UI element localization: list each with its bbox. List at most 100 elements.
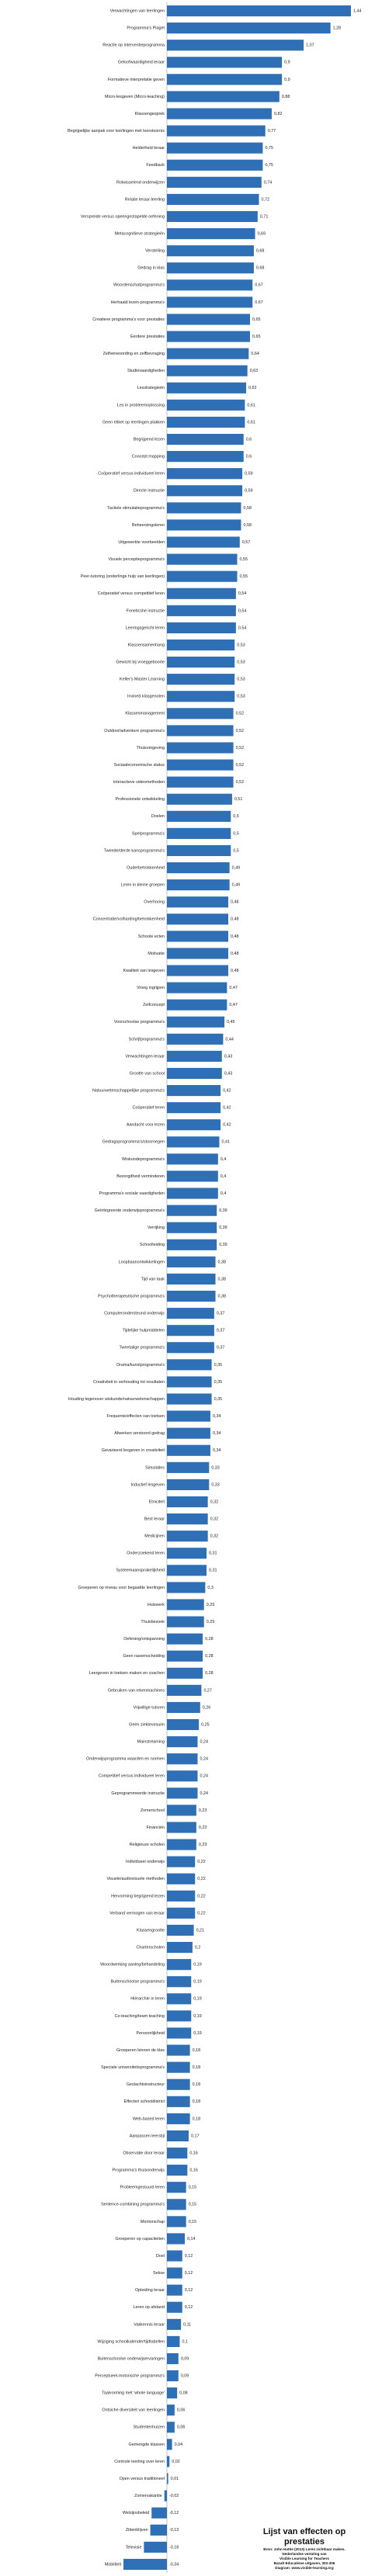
value-label: 0,42 (223, 1106, 231, 1111)
bar (167, 1479, 210, 1490)
bar (167, 982, 227, 993)
bar (167, 365, 248, 376)
category-label: Onderwijsprogramma waarden en normen (86, 1757, 165, 1762)
value-label: 0,69 (258, 232, 266, 237)
bar (150, 2524, 167, 2536)
caption-title: Lijst van effecten op prestaties (262, 2527, 346, 2547)
bar (167, 1805, 196, 1816)
category-label: Groeperen binnen de klas (116, 2048, 165, 2053)
bar (167, 142, 263, 154)
bar (167, 399, 245, 411)
value-label: 0,48 (231, 917, 239, 922)
value-label: 0,35 (214, 1363, 223, 1368)
category-label: Thuisbezoek (141, 1620, 165, 1624)
bar (167, 674, 235, 685)
category-label: Outdoor/adventure programma's (104, 729, 165, 733)
category-label: Woordwerking aanleg/behandeling (100, 1963, 165, 1968)
value-label: 0,65 (252, 335, 261, 339)
bar (123, 2558, 167, 2571)
value-label: -0,13 (169, 2528, 179, 2533)
category-label: Perceptueel-motorische programma's (95, 2374, 165, 2379)
category-label: Visuele/audiovisuele methoden (106, 1877, 165, 1881)
bar (167, 588, 236, 599)
category-label: Lesstrategieën (137, 386, 165, 390)
bar (167, 1822, 196, 1833)
value-label: 0,08 (179, 2391, 188, 2396)
bar (167, 2113, 190, 2124)
bar (167, 1153, 218, 1165)
category-label: Psychotherapeutische programma's (98, 1294, 165, 1298)
bar (167, 2130, 189, 2142)
bar (167, 57, 283, 68)
category-label: Doel (156, 2254, 165, 2259)
value-label: 0,26 (203, 1705, 211, 1710)
value-label: 0,4 (220, 1157, 227, 1162)
value-label: 0,48 (231, 934, 239, 939)
category-label: Geen rassenscheiding (123, 1654, 165, 1659)
value-label: 0,24 (200, 1791, 209, 1796)
category-label: Begrijpend lezen (134, 437, 165, 442)
bar (167, 382, 247, 394)
category-label: Geprogrammeerde instructie (111, 1791, 165, 1796)
bar (167, 2318, 182, 2330)
category-label: Simulaties (145, 1465, 165, 1470)
category-label: Gebruiken van rekenmachines (108, 1688, 165, 1693)
value-label: 0,06 (177, 2408, 186, 2413)
category-label: Motivatie (148, 952, 165, 956)
category-label: Open versus traditioneel (120, 2477, 165, 2481)
value-label: 0,59 (245, 489, 253, 494)
category-label: Medicijnen (144, 1534, 165, 1539)
value-label: 0,33 (211, 1482, 220, 1487)
bar (164, 2490, 167, 2501)
category-label: Thuisomgeving (136, 746, 165, 751)
value-label: 0,23 (199, 1808, 207, 1813)
bar (167, 2027, 192, 2039)
bar (167, 1102, 221, 1114)
category-label: Zelfconcept (143, 1003, 165, 1007)
bar (167, 433, 244, 446)
value-label: 0,29 (207, 1603, 215, 1607)
value-label: 0,39 (219, 1226, 227, 1230)
caption-translation: Nederlandse vertaling van (282, 2552, 327, 2556)
bar (167, 1239, 217, 1250)
category-label: Voorschoolse programma's (114, 1020, 165, 1025)
category-label: Web-based leren (133, 2117, 165, 2121)
category-label: Sociaaleconomische status (114, 763, 165, 768)
bar (167, 536, 240, 548)
value-label: 0,51 (234, 797, 243, 802)
bar (167, 2284, 182, 2296)
bar (167, 1976, 192, 1988)
value-label: 0,42 (223, 1089, 231, 1094)
value-label: 0,75 (265, 163, 273, 168)
bar (144, 2541, 167, 2553)
category-label: Verrijking (148, 1226, 165, 1230)
category-label: Best leraar (144, 1517, 165, 1522)
value-label: 0,52 (236, 763, 245, 768)
value-label: 0,54 (238, 626, 247, 630)
bar (167, 416, 245, 428)
bar (167, 1924, 194, 1936)
value-label: 0,12 (185, 2305, 193, 2310)
caption-diagram-credit: Diagram: www.visible-learning.org (275, 2566, 334, 2570)
bar (167, 1444, 210, 1456)
bar (167, 23, 331, 34)
category-label: Klassengesprek (135, 112, 165, 116)
value-label: 0,2 (195, 1946, 201, 1950)
value-label: 0,01 (171, 2477, 179, 2481)
caption-source: Bron: John Hattie (2013) Leren zichtbaar… (263, 2547, 345, 2551)
category-label: Televisie (126, 2545, 142, 2550)
bar (167, 1325, 214, 1337)
value-label: 0,23 (199, 1843, 207, 1847)
category-label: Tijdelijke hulpmiddelen (123, 1329, 165, 1333)
bar (167, 657, 235, 668)
category-label: Begrijpelijke aanpak voor leerlingen met… (68, 129, 165, 133)
category-label: Verstelling (145, 249, 165, 254)
category-label: Tweetalige programma's (119, 1346, 165, 1350)
value-label: 0,6 (246, 455, 252, 459)
category-label: Zelfverwoording en zelfbevraging (103, 352, 165, 356)
bar (167, 2352, 179, 2365)
category-label: Programma's thuisonderwijs (112, 2169, 165, 2173)
bar (167, 2301, 182, 2313)
category-label: Hervorming begrijpend lezen (111, 1894, 165, 1898)
value-label: 0,52 (236, 729, 245, 733)
